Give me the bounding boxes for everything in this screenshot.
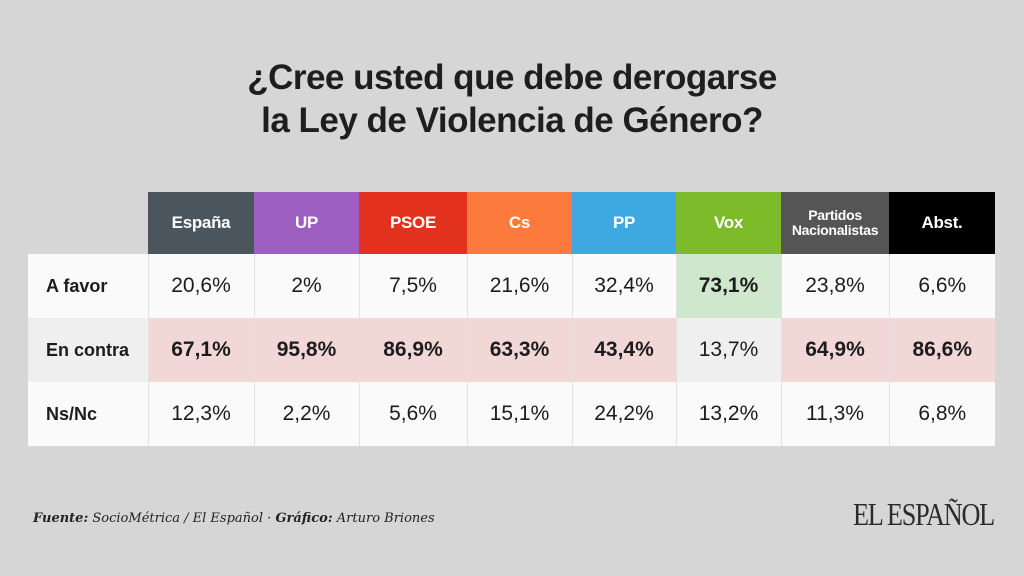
value-cell: 64,9%	[781, 318, 890, 382]
value-cell: 67,1%	[148, 318, 255, 382]
value-cell: 2,2%	[254, 382, 360, 446]
column-header-psoe: PSOE	[359, 192, 467, 254]
value-cell: 95,8%	[254, 318, 360, 382]
value-cell: 2%	[254, 254, 360, 318]
source-text: SocioMétrica / El Español ·	[88, 511, 276, 526]
value-cell: 6,6%	[889, 254, 995, 318]
value-cell: 21,6%	[467, 254, 573, 318]
chart-title-line-2: la Ley de Violencia de Género?	[261, 101, 763, 140]
column-header-line: Nacionalistas	[791, 222, 879, 238]
row-label: En contra	[28, 318, 149, 382]
chart-title: ¿Cree usted que debe derogarse la Ley de…	[0, 56, 1024, 142]
column-header-partidos-nacionalistas: Partidos Nacionalistas	[781, 192, 889, 254]
chart-title-line-1: ¿Cree usted que debe derogarse	[247, 58, 777, 97]
row-label: Ns/Nc	[28, 382, 149, 446]
table-row: A favor 20,6% 2% 7,5% 21,6% 32,4% 73,1% 23,8% 6,…	[28, 254, 995, 318]
value-cell: 63,3%	[467, 318, 573, 382]
credit-label: Gráfico:	[275, 511, 333, 526]
header-corner	[28, 192, 148, 254]
column-header-abst: Abst.	[889, 192, 995, 254]
value-cell: 13,7%	[676, 318, 782, 382]
value-cell: 13,2%	[676, 382, 782, 446]
value-cell: 23,8%	[781, 254, 890, 318]
value-cell: 7,5%	[359, 254, 468, 318]
row-label: A favor	[28, 254, 149, 318]
value-cell: 20,6%	[148, 254, 255, 318]
el-espanol-logo: EL ESPAÑOL	[852, 496, 995, 532]
source-label: Fuente:	[33, 511, 89, 526]
value-cell: 43,4%	[572, 318, 677, 382]
column-header-vox: Vox	[676, 192, 781, 254]
value-cell: 11,3%	[781, 382, 890, 446]
value-cell: 73,1%	[676, 254, 782, 318]
value-cell: 86,6%	[889, 318, 995, 382]
credit-text: Arturo Briones	[332, 511, 435, 526]
table-row: En contra 67,1% 95,8% 86,9% 63,3% 43,4% 13,7% 6…	[28, 318, 995, 382]
value-cell: 24,2%	[572, 382, 677, 446]
value-cell: 86,9%	[359, 318, 468, 382]
results-table: España UP PSOE Cs PP Vox Partidos Nacion…	[28, 192, 995, 446]
value-cell: 32,4%	[572, 254, 677, 318]
value-cell: 15,1%	[467, 382, 573, 446]
value-cell: 6,8%	[889, 382, 995, 446]
column-header-espana: España	[148, 192, 254, 254]
column-header-pp: PP	[572, 192, 676, 254]
value-cell: 12,3%	[148, 382, 255, 446]
column-header-line: Partidos	[808, 207, 862, 223]
table-row: Ns/Nc 12,3% 2,2% 5,6% 15,1% 24,2% 13,2% 11,3% 6,…	[28, 382, 995, 446]
column-header-cs: Cs	[467, 192, 572, 254]
value-cell: 5,6%	[359, 382, 468, 446]
source-credit: Fuente: SocioMétrica / El Español · Gráf…	[33, 511, 435, 526]
header-row: España UP PSOE Cs PP Vox Partidos Nacion…	[28, 192, 995, 254]
column-header-up: UP	[254, 192, 359, 254]
